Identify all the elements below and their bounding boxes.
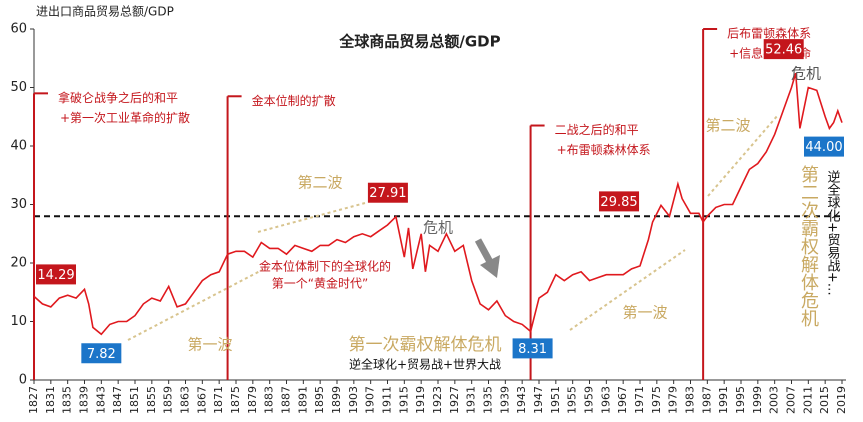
x-tick-label: 1827 [27,386,40,414]
value-label-box [81,343,122,364]
value-label: 44.00 [805,140,842,155]
x-tick-label: 1831 [44,386,57,414]
x-tick-label: 1915 [397,386,410,414]
trend-line [569,249,686,331]
x-tick-label: 1955 [566,386,579,414]
x-tick-label: 1855 [145,386,158,414]
trend-line [257,202,366,233]
value-label-box [36,264,76,285]
x-tick-label: 1971 [633,386,646,414]
annotation: 危机 [791,65,821,83]
annotation: 金本位体制下的全球化的 [259,259,391,274]
value-label: 52.46 [765,43,802,58]
value-label: 7.82 [87,347,116,362]
event-label: 金本位制的扩散 [252,93,336,108]
x-tick-label: 1987 [700,386,713,414]
x-tick-label: 1899 [330,386,343,414]
x-tick-label: 1943 [515,386,528,414]
event-label: 拿破仑战争之后的和平 [58,90,178,105]
x-tick-label: 1951 [549,386,562,414]
event-label: 后布雷顿森体系 [727,26,811,41]
x-tick-label: 1859 [162,386,175,414]
value-label-box [599,191,640,212]
value-label: 8.31 [518,342,547,357]
x-tick-label: 1883 [263,386,276,414]
y-axis-label: 进出口商品贸易总额/GDP [36,4,174,19]
x-tick-label: 2019 [835,386,848,414]
event-label: 二战之后的和平 [555,122,639,137]
annotation: 第一个“黄金时代” [272,276,368,291]
x-tick-label: 1927 [448,386,461,414]
annotation: 第二波 [705,117,750,135]
x-tick-label: 1935 [482,386,495,414]
x-tick-label: 1959 [583,386,596,414]
x-tick-label: 1903 [347,386,360,414]
arrow-shaft [474,238,494,264]
chart-title: 全球商品贸易总额/GDP [338,33,500,51]
x-tick-label: 1871 [212,386,225,414]
x-tick-label: 1999 [751,386,764,414]
value-label-box [512,338,553,359]
annotation: 第一波 [187,336,232,354]
x-tick-label: 1839 [78,386,91,414]
x-tick-label: 1891 [296,386,309,414]
x-tick-label: 1875 [229,386,242,414]
x-tick-label: 1867 [195,386,208,414]
annotation: 逆全球化+贸易战+… [825,169,841,295]
event-label: +布雷顿森林体系 [557,142,651,157]
annotation: 逆全球化+贸易战+世界大战 [349,357,501,372]
annotation: 危机 [423,219,453,237]
value-label: 14.29 [37,268,74,283]
value-label-box [763,39,804,60]
y-tick-label: 0 [19,373,27,388]
x-tick-label: 1931 [465,386,478,414]
y-tick-label: 10 [10,314,27,329]
x-tick-label: 1979 [667,386,680,414]
x-tick-label: 1923 [431,386,444,414]
annotation: 第一波 [622,304,667,322]
x-tick-label: 1983 [684,386,697,414]
x-tick-label: 1843 [94,386,107,414]
x-tick-label: 1835 [61,386,74,414]
x-tick-label: 2011 [801,386,814,414]
x-tick-label: 1851 [128,386,141,414]
x-tick-label: 2003 [768,386,781,414]
x-tick-label: 1879 [246,386,259,414]
y-tick-label: 40 [10,139,27,154]
x-tick-label: 1995 [734,386,747,414]
y-tick-label: 60 [10,22,27,37]
line [33,72,843,336]
x-tick-label: 1939 [498,386,511,414]
annotation: 第一次霸权解体危机 [349,335,502,355]
value-label-box [367,182,408,203]
x-tick-label: 1991 [717,386,730,414]
x-tick-label: 1911 [381,386,394,414]
event-label: +第一次工业革命的扩散 [60,110,190,125]
x-tick-label: 1907 [364,386,377,414]
x-tick-label: 1963 [599,386,612,414]
value-label-box [804,136,844,157]
annotation: 第二波 [297,174,342,192]
y-tick-label: 20 [10,256,27,271]
x-tick-label: 1847 [111,386,124,414]
x-tick-label: 1887 [280,386,293,414]
trend-line [127,269,263,341]
x-tick-label: 1967 [616,386,629,414]
value-label: 27.91 [369,186,406,201]
x-tick-label: 1895 [313,386,326,414]
x-tick-label: 2015 [818,386,831,414]
x-tick-label: 1919 [414,386,427,414]
x-tick-label: 1975 [650,386,663,414]
y-tick-label: 30 [10,197,27,212]
x-tick-label: 2007 [785,386,798,414]
value-label: 29.85 [600,195,637,210]
x-tick-label: 1947 [532,386,545,414]
x-tick-label: 1863 [179,386,192,414]
annotation: 第二次霸权解体危机 [798,165,819,327]
arrow-head [480,255,500,278]
y-tick-label: 50 [10,80,27,95]
